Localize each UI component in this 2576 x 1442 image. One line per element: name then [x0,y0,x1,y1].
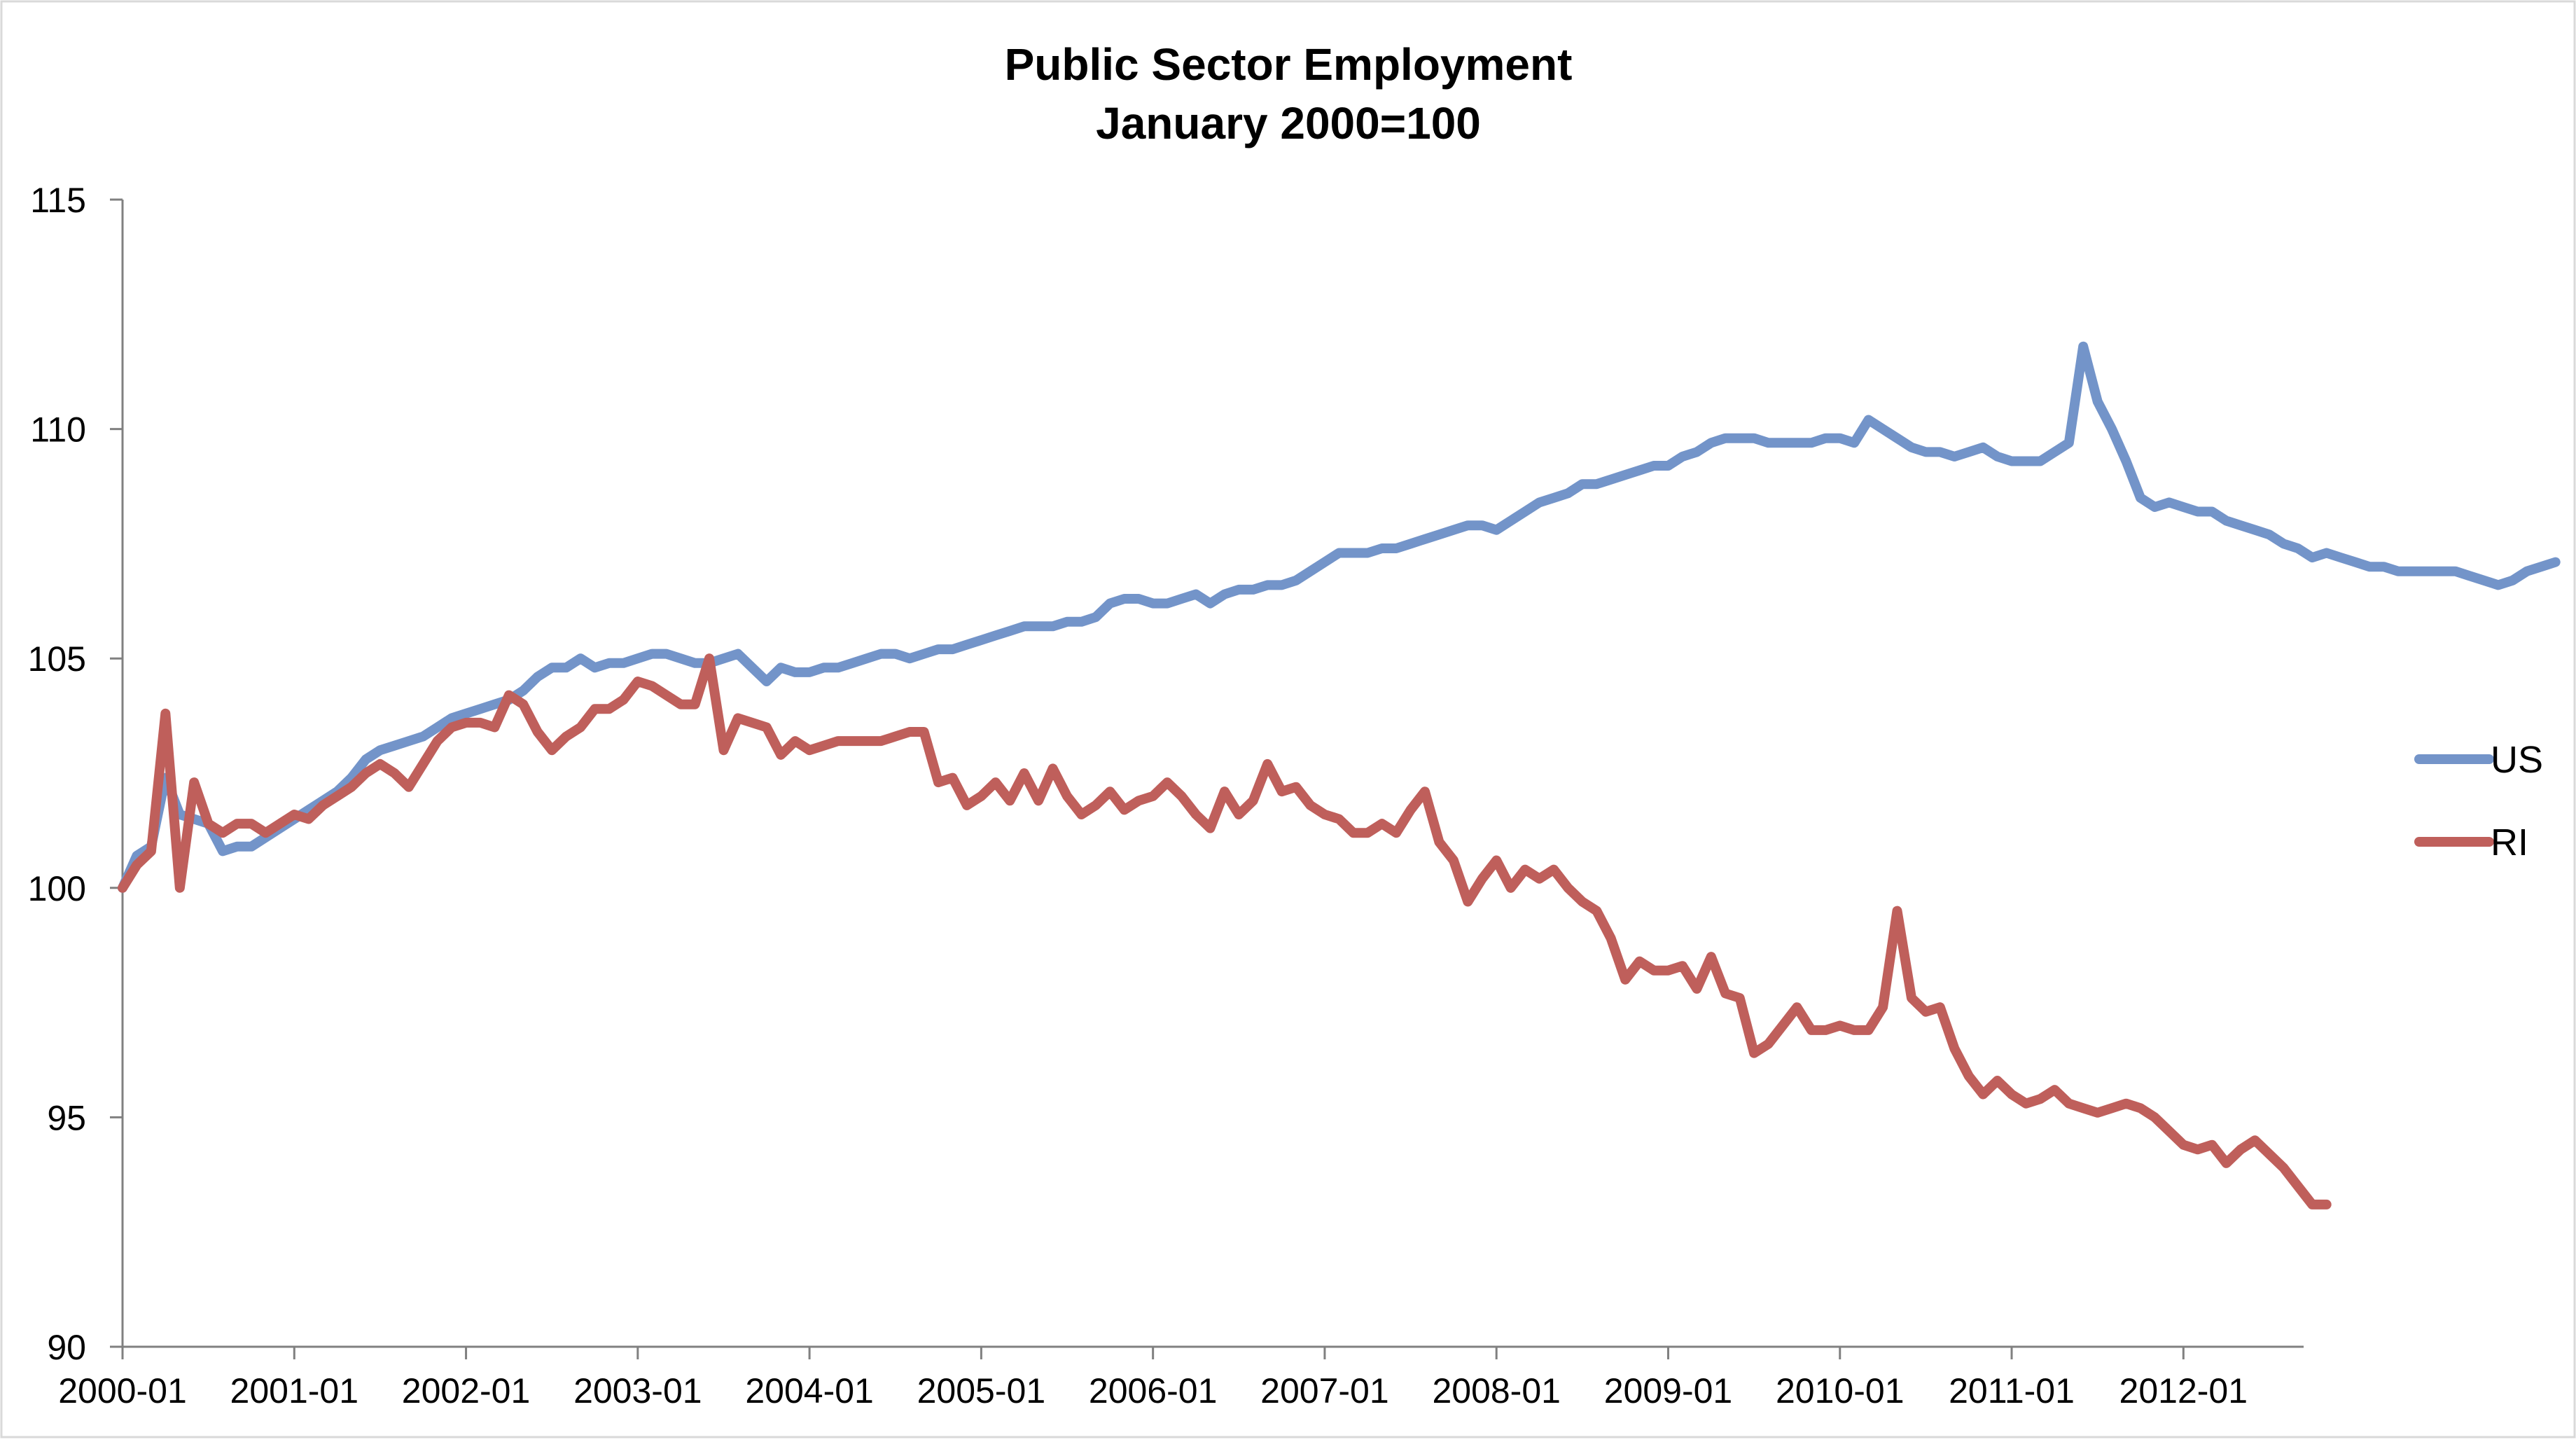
legend-label-ri: RI [2491,821,2528,864]
x-tick-label: 2009-01 [1604,1371,1733,1410]
legend: US RI [2414,739,2543,864]
x-tick-label: 2001-01 [230,1371,359,1410]
y-tick-label: 115 [30,181,86,220]
series-line-ri [118,653,2332,1209]
x-tick-label: 2002-01 [402,1371,531,1410]
x-tick-label: 2005-01 [917,1371,1046,1410]
y-tick-label: 105 [28,639,86,679]
x-tick-label: 2008-01 [1432,1371,1561,1410]
y-tick-label: 95 [47,1098,86,1137]
series-line-us [118,341,2561,893]
x-tick-label: 2003-01 [573,1371,702,1410]
series-layer [118,341,2561,1209]
legend-label-us: US [2491,739,2543,781]
x-tick-label: 2004-01 [745,1371,874,1410]
x-tick-label: 2011-01 [1949,1371,2075,1410]
y-tick-label: 100 [28,869,86,908]
x-tick-label: 2006-01 [1089,1371,1218,1410]
x-tick-label: 2010-01 [1776,1371,1905,1410]
chart-title: Public Sector Employment [1005,39,1573,90]
x-tick-label: 2012-01 [2119,1371,2248,1410]
x-tick-label: 2007-01 [1260,1371,1389,1410]
y-tick-label: 110 [30,410,86,450]
x-tick-label: 2000-01 [58,1371,187,1410]
chart-subtitle: January 2000=100 [1096,98,1481,148]
axes: 90 95 100 105 110 115 2000-01 2001-01 2002-01 200… [28,181,2304,1410]
y-tick-label: 90 [47,1328,86,1367]
